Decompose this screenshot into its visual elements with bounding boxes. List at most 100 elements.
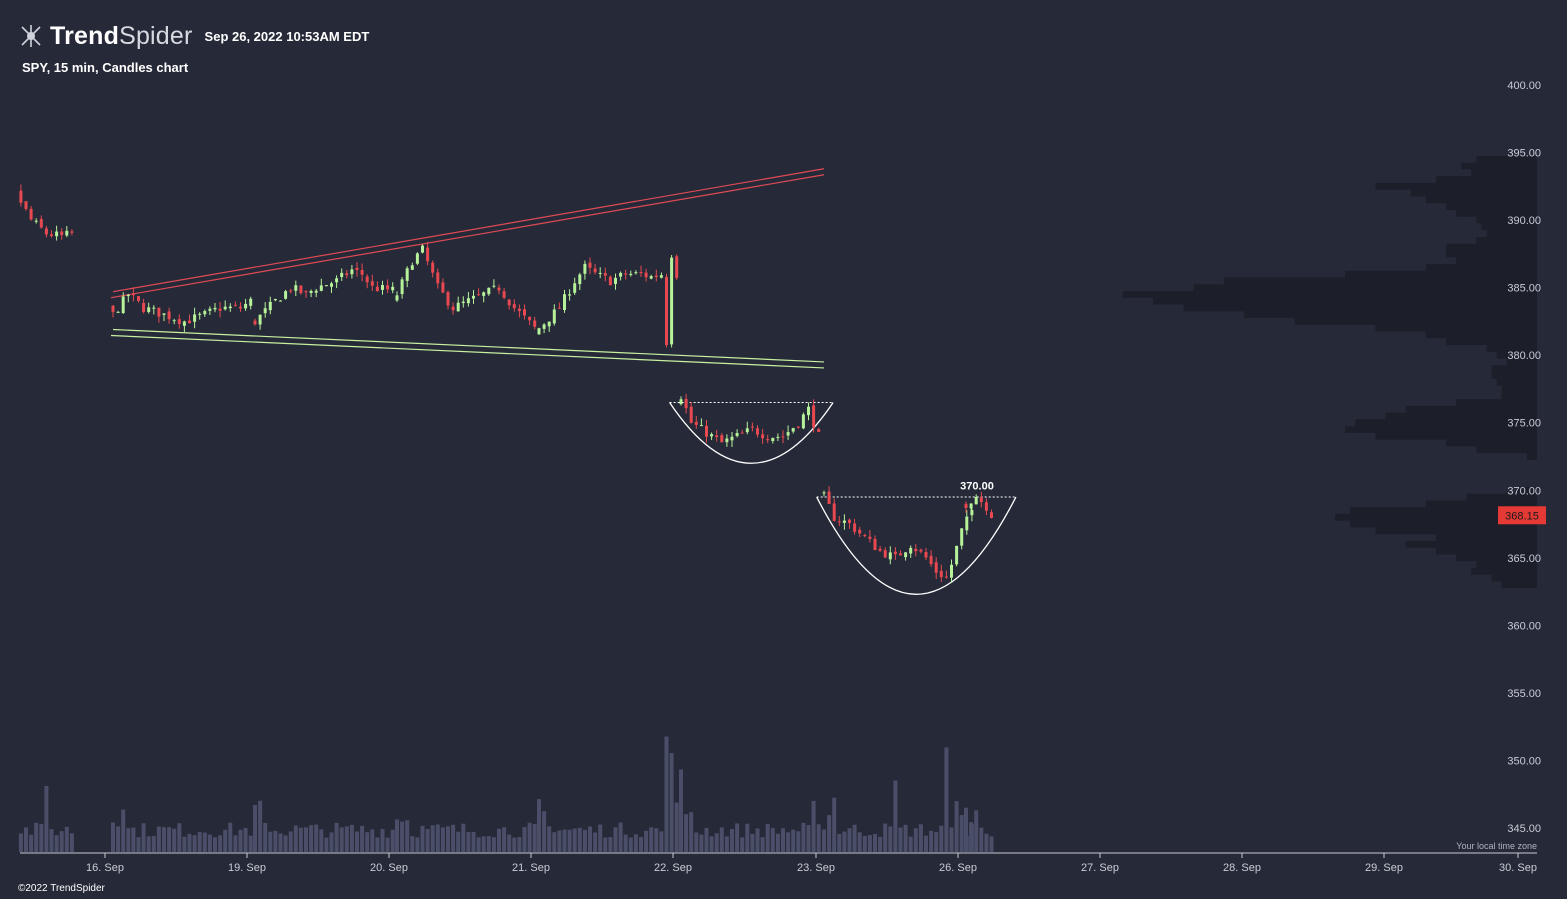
volume-bar [298, 827, 303, 852]
volume-profile-bar [1375, 432, 1537, 440]
volume-bar [64, 826, 69, 852]
volume-profile-bar [1425, 500, 1537, 508]
candle-body [537, 328, 541, 335]
volume-bar [456, 831, 461, 852]
candle-body [193, 314, 197, 322]
candle-body [29, 208, 33, 220]
volume-profile-bar [1193, 284, 1537, 292]
candle-body [827, 491, 831, 504]
x-tick-label: 20. Sep [370, 862, 408, 874]
volume-bar [867, 835, 872, 852]
volume-bar [613, 827, 618, 852]
volume-profile-bar [1486, 230, 1537, 237]
header-bar: TrendSpider Sep 26, 2022 10:53AM EDT [18, 20, 369, 52]
volume-bar [577, 827, 582, 852]
volume-bar [304, 827, 308, 852]
candle-body [268, 301, 272, 311]
volume-bar [116, 826, 121, 852]
volume-bar [314, 824, 319, 852]
candle-body [167, 311, 171, 320]
volume-profile-bar [1486, 345, 1537, 352]
volume-bar [704, 827, 709, 852]
x-tick-label: 16. Sep [86, 862, 124, 874]
x-tick-label: 26. Sep [939, 862, 977, 874]
volume-bar [253, 805, 257, 852]
y-tick-label: 370.00 [1507, 485, 1541, 497]
volume-profile-bar [1294, 318, 1537, 325]
candle-body [391, 286, 395, 291]
y-tick-label: 375.00 [1507, 418, 1541, 430]
candle-body [395, 295, 399, 301]
candle-body [477, 294, 481, 296]
candle-body [552, 309, 556, 324]
lower-support-trendline-parallel [110, 334, 825, 369]
volume-bar [420, 825, 425, 852]
candle-body [70, 231, 74, 233]
candle-body [863, 535, 867, 537]
candle-body [208, 308, 212, 311]
volume-bar [628, 837, 633, 852]
volume-bar [476, 837, 481, 852]
timezone-note: Your local time zone [1456, 841, 1537, 851]
candle-body [441, 282, 445, 293]
volume-bar [18, 833, 23, 852]
candle-body [482, 292, 486, 296]
candle-body [807, 406, 810, 416]
candle-body [228, 306, 232, 309]
volume-bar [760, 837, 765, 852]
volume-bar [618, 822, 623, 852]
upper-resistance-trendline [112, 168, 825, 293]
candle-body [512, 304, 516, 309]
volume-bar [679, 769, 683, 852]
volume-bar [639, 837, 643, 852]
candle-body [182, 321, 186, 326]
candle-body [294, 285, 298, 291]
volume-profile-bar [1501, 385, 1537, 393]
volume-profile-bar [1436, 547, 1537, 555]
volume-bar [192, 835, 197, 852]
volume-profile-bar [1436, 534, 1537, 541]
candle-body [319, 285, 323, 291]
candle-body [710, 434, 714, 437]
candle-body [446, 292, 450, 306]
volume-profile-bar [1476, 561, 1537, 568]
candle-body [253, 320, 257, 325]
volume-bar [806, 825, 811, 852]
candle-body [451, 306, 455, 311]
volume-bar [644, 830, 649, 852]
x-tick-label: 27. Sep [1081, 862, 1119, 874]
candle-body [223, 306, 227, 310]
volume-bar [913, 828, 918, 852]
candle-body [914, 548, 918, 552]
volume-profile-bar [1491, 372, 1537, 379]
volume-bar [745, 823, 750, 852]
volume-bar [837, 833, 842, 852]
chart-timestamp: Sep 26, 2022 10:53AM EDT [204, 28, 370, 44]
candle-body [858, 529, 862, 534]
volume-bar [182, 836, 187, 852]
volume-bar [857, 832, 862, 852]
candle-body [456, 302, 460, 312]
candle-body [309, 290, 313, 294]
volume-bar [512, 837, 517, 852]
candle-body [218, 308, 222, 311]
candles [19, 184, 993, 583]
volume-bar [659, 831, 664, 852]
volume-bar [603, 837, 608, 852]
volume-bar [552, 832, 557, 852]
candle-body [624, 273, 628, 275]
volume-bar [929, 830, 934, 852]
candle-body [557, 307, 561, 309]
candle-body [116, 311, 120, 313]
candle-body [421, 245, 424, 253]
volume-profile-bar [1466, 493, 1537, 501]
y-tick-label: 355.00 [1507, 688, 1541, 700]
volume-bar [649, 827, 654, 852]
candle-body [461, 301, 465, 304]
volume-profile-bar [1244, 311, 1537, 319]
candle-body [198, 313, 202, 315]
candle-body [547, 321, 551, 327]
volume-profile-bar [1425, 263, 1537, 271]
x-tick-label: 19. Sep [228, 862, 266, 874]
